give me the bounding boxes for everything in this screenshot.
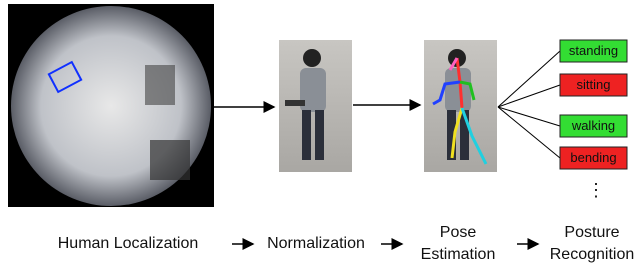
stage-label: Recognition <box>550 246 635 263</box>
person-image <box>279 40 352 172</box>
posture-list: standing sitting walking bending <box>560 40 627 169</box>
fan-lines <box>498 51 560 158</box>
stage-labels: Human Localization Normalization Pose Estim… <box>58 224 635 263</box>
posture-label: walking <box>571 118 615 133</box>
pose-image <box>424 40 497 172</box>
fisheye-image <box>8 4 214 207</box>
stage-label: Normalization <box>267 235 365 252</box>
posture-label: bending <box>570 150 616 165</box>
stage-label: Human Localization <box>58 235 199 252</box>
stage-label: Pose <box>440 224 477 241</box>
stage-label: Estimation <box>421 246 496 263</box>
stage-label: Posture <box>564 224 619 241</box>
posture-label: sitting <box>577 77 611 92</box>
posture-label: standing <box>569 43 618 58</box>
pipeline-figure: standing sitting walking bending ⋮ Human Lo… <box>0 0 638 265</box>
more-indicator: ⋮ <box>587 180 605 200</box>
